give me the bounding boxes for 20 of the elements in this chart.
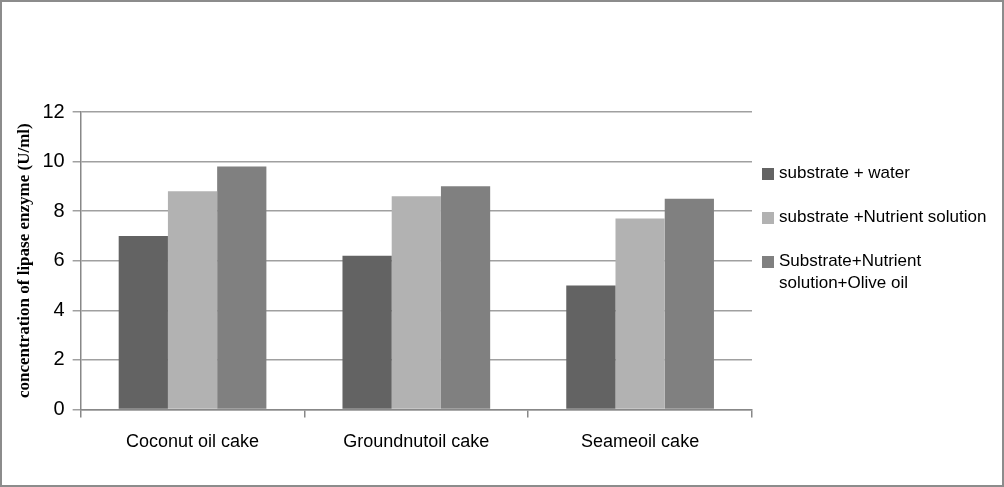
y-tick-label: 2 xyxy=(53,347,65,370)
y-tick-label: 0 xyxy=(53,396,65,419)
x-tick-label: Seameoil cake xyxy=(581,431,700,452)
y-tick-label: 10 xyxy=(42,149,65,172)
y-tick-label: 6 xyxy=(53,248,65,271)
legend-label: Substrate+Nutrient solution+Olive oil xyxy=(779,250,923,294)
bar xyxy=(391,196,441,409)
x-tick-label: Groundnutoil cake xyxy=(343,431,490,452)
bar xyxy=(566,285,616,409)
legend-label: substrate + water xyxy=(779,162,910,184)
y-axis-title: concentration of lipase enzyme (U/ml) xyxy=(13,123,33,399)
y-tick-label: 8 xyxy=(53,198,65,221)
y-tick-label: 12 xyxy=(42,99,65,122)
y-tick-label: 4 xyxy=(53,297,65,320)
bar xyxy=(342,255,392,409)
x-tick-label: Coconut oil cake xyxy=(126,431,260,452)
bar xyxy=(118,235,168,409)
legend-label: substrate +Nutrient solution xyxy=(779,206,987,228)
bar xyxy=(615,218,665,409)
bar xyxy=(167,191,218,409)
